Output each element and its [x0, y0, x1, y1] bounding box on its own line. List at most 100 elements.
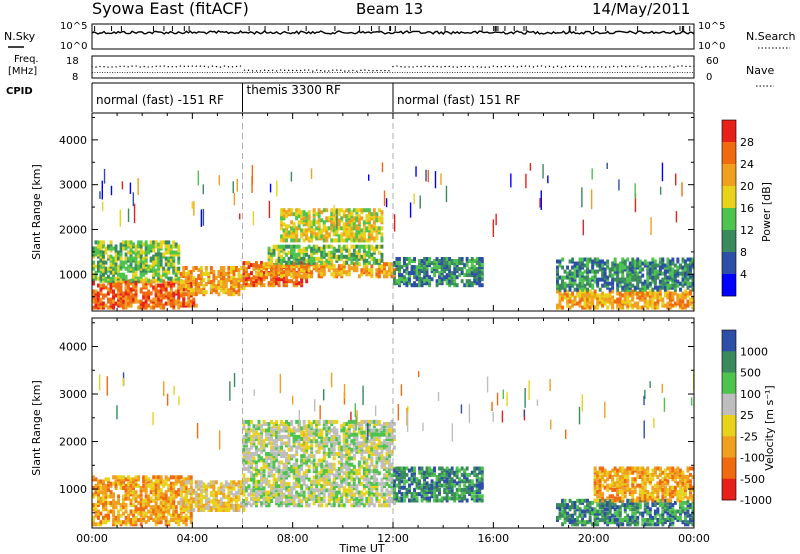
data-cell — [124, 509, 128, 514]
data-cell — [571, 291, 575, 296]
data-cell — [380, 244, 384, 249]
data-cell — [247, 439, 251, 444]
data-cell — [222, 495, 226, 500]
data-cell — [435, 257, 439, 261]
data-cell — [270, 272, 274, 277]
data-cell — [134, 477, 138, 482]
data-cell — [144, 246, 148, 251]
data-cell — [646, 271, 650, 276]
data-cell — [207, 503, 211, 508]
data-cell — [332, 428, 336, 433]
freq-point — [580, 65, 583, 68]
data-cell — [330, 428, 334, 433]
data-cell — [240, 490, 243, 495]
data-cell — [189, 488, 193, 493]
data-cell — [307, 254, 311, 259]
data-cell — [651, 287, 655, 292]
data-cell — [177, 256, 181, 261]
data-cell — [320, 499, 324, 503]
data-cell — [177, 475, 181, 480]
cpid-segment-label: themis 3300 RF — [247, 83, 341, 97]
data-cell — [347, 228, 351, 233]
data-cell — [257, 447, 261, 452]
data-cell — [159, 297, 163, 302]
data-cell — [465, 257, 469, 261]
data-cell — [653, 295, 657, 300]
freq-point — [159, 65, 161, 67]
data-cell — [204, 488, 208, 493]
data-cell — [653, 285, 657, 290]
data-cell — [357, 244, 361, 249]
data-cell — [310, 220, 314, 225]
data-cell — [154, 303, 158, 308]
data-cell — [172, 511, 176, 516]
data-cell — [651, 305, 655, 310]
data-cell — [282, 475, 286, 480]
data-cell — [174, 250, 178, 255]
data-cell — [300, 216, 304, 221]
data-cell — [302, 454, 306, 459]
data-cell — [157, 475, 161, 480]
data-cell — [255, 464, 258, 469]
data-cell — [287, 481, 291, 486]
data-cell — [300, 268, 304, 273]
data-cell — [337, 447, 341, 452]
data-cell — [443, 263, 447, 268]
data-cell — [142, 260, 146, 265]
data-cell — [440, 173, 442, 185]
data-cell — [117, 475, 121, 480]
data-cell — [315, 236, 319, 241]
data-cell — [345, 272, 349, 277]
data-cell — [383, 190, 386, 207]
data-cell — [177, 500, 181, 505]
data-cell — [177, 291, 181, 296]
data-cell — [586, 297, 590, 302]
data-cell — [164, 494, 168, 499]
freq-point — [512, 65, 515, 67]
data-cell — [292, 430, 296, 435]
data-cell — [377, 228, 381, 233]
data-cell — [129, 518, 133, 522]
data-cell — [275, 281, 279, 286]
data-cell — [673, 291, 677, 296]
data-cell — [342, 492, 346, 497]
data-cell — [380, 226, 384, 231]
data-cell — [127, 250, 131, 255]
data-cell — [94, 240, 98, 245]
data-cell — [628, 299, 632, 304]
data-cell — [124, 490, 128, 495]
data-cell — [686, 263, 690, 268]
data-cell — [272, 432, 276, 437]
data-cell — [621, 273, 625, 278]
data-cell — [270, 432, 274, 437]
data-cell — [300, 210, 304, 215]
data-cell — [262, 283, 266, 288]
data-cell — [310, 445, 314, 450]
data-cell — [94, 276, 98, 281]
data-cell — [144, 250, 148, 255]
data-cell — [207, 505, 211, 510]
data-cell — [317, 441, 321, 446]
data-cell — [252, 443, 256, 448]
data-cell — [337, 226, 341, 231]
data-cell — [227, 508, 231, 512]
data-cell — [162, 479, 166, 484]
data-cell — [97, 492, 100, 497]
data-cell — [104, 515, 108, 520]
data-cell — [606, 275, 610, 280]
data-cell — [606, 293, 610, 298]
data-cell — [174, 494, 178, 499]
data-cell — [470, 281, 474, 286]
data-cell — [327, 464, 331, 469]
data-cell — [377, 244, 381, 249]
data-cell — [102, 293, 105, 298]
data-cell — [102, 481, 105, 486]
data-cell — [332, 447, 336, 452]
data-cell — [270, 486, 274, 491]
data-cell — [638, 279, 642, 284]
data-cell — [167, 266, 171, 271]
data-cell — [179, 493, 183, 498]
data-cell — [265, 481, 269, 486]
data-cell — [337, 469, 341, 474]
data-cell — [320, 486, 324, 491]
